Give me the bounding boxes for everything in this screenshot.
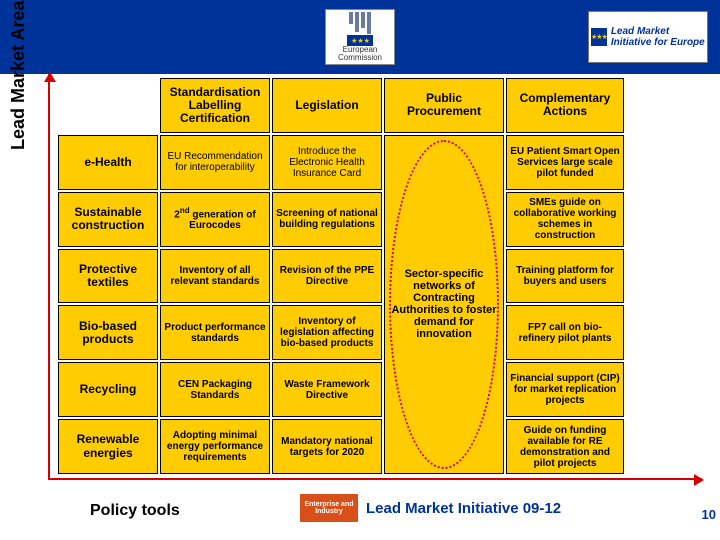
rowhead-biobased: Bio-based products: [58, 305, 158, 360]
footer-banner: Enterprise and Industry Lead Market Init…: [300, 494, 704, 522]
lmi-text: Lead Market Initiative for Europe: [611, 26, 705, 48]
banner-text: Lead Market Initiative 09-12: [366, 500, 561, 517]
rowhead-renewable: Renewable energies: [58, 419, 158, 474]
cell-sustainable-leg: Screening of national building regulatio…: [272, 192, 382, 247]
cell-biobased-leg: Inventory of legislation affecting bio-b…: [272, 305, 382, 360]
x-axis-label: Policy tools: [90, 502, 180, 520]
cell-renewable-comp: Guide on funding available for RE demons…: [506, 419, 624, 474]
procurement-merged-cell: Sector-specific networks of Contracting …: [384, 135, 504, 474]
ec-label: European Commission: [328, 46, 392, 62]
enterprise-industry-box: Enterprise and Industry: [300, 494, 358, 522]
cell-biobased-comp: FP7 call on bio-refinery pilot plants: [506, 305, 624, 360]
cell-recycling-comp: Financial support (CIP) for market repli…: [506, 362, 624, 417]
rowhead-ehealth: e-Health: [58, 135, 158, 190]
cell-ehealth-comp: EU Patient Smart Open Services large sca…: [506, 135, 624, 190]
matrix-grid: Standardisation Labelling Certification …: [58, 78, 708, 474]
cell-ehealth-leg: Introduce the Electronic Health Insuranc…: [272, 135, 382, 190]
cell-renewable-std: Adopting minimal energy performance requ…: [160, 419, 270, 474]
cell-sustainable-std: 2nd generation of Eurocodes: [160, 192, 270, 247]
colhead-procurement: Public Procurement: [384, 78, 504, 133]
top-bar: ★ ★ ★ European Commission ★★★ Lead Marke…: [0, 0, 720, 74]
cell-sustainable-comp: SMEs guide on collaborative working sche…: [506, 192, 624, 247]
cell-biobased-std: Product performance standards: [160, 305, 270, 360]
slide-number: 10: [702, 507, 716, 522]
cell-renewable-leg: Mandatory national targets for 2020: [272, 419, 382, 474]
colhead-legislation: Legislation: [272, 78, 382, 133]
y-axis-arrow: [48, 74, 50, 480]
corner-cell: [58, 78, 158, 133]
cell-ehealth-std: EU Recommendation for interoperability: [160, 135, 270, 190]
lmi-badge: ★★★ Lead Market Initiative for Europe: [588, 11, 708, 63]
colhead-standardisation: Standardisation Labelling Certification: [160, 78, 270, 133]
cell-recycling-leg: Waste Framework Directive: [272, 362, 382, 417]
procurement-text: Sector-specific networks of Contracting …: [391, 268, 497, 340]
rowhead-recycling: Recycling: [58, 362, 158, 417]
cell-recycling-std: CEN Packaging Standards: [160, 362, 270, 417]
y-axis-label: Lead Market Areas: [8, 0, 29, 150]
cell-protective-comp: Training platform for buyers and users: [506, 249, 624, 304]
x-axis-arrow: [48, 478, 702, 480]
ec-logo: ★ ★ ★ European Commission: [325, 9, 395, 65]
cell-protective-leg: Revision of the PPE Directive: [272, 249, 382, 304]
colhead-complementary: Complementary Actions: [506, 78, 624, 133]
rowhead-protective: Protective textiles: [58, 249, 158, 304]
rowhead-sustainable: Sustainable construction: [58, 192, 158, 247]
cell-protective-std: Inventory of all relevant standards: [160, 249, 270, 304]
